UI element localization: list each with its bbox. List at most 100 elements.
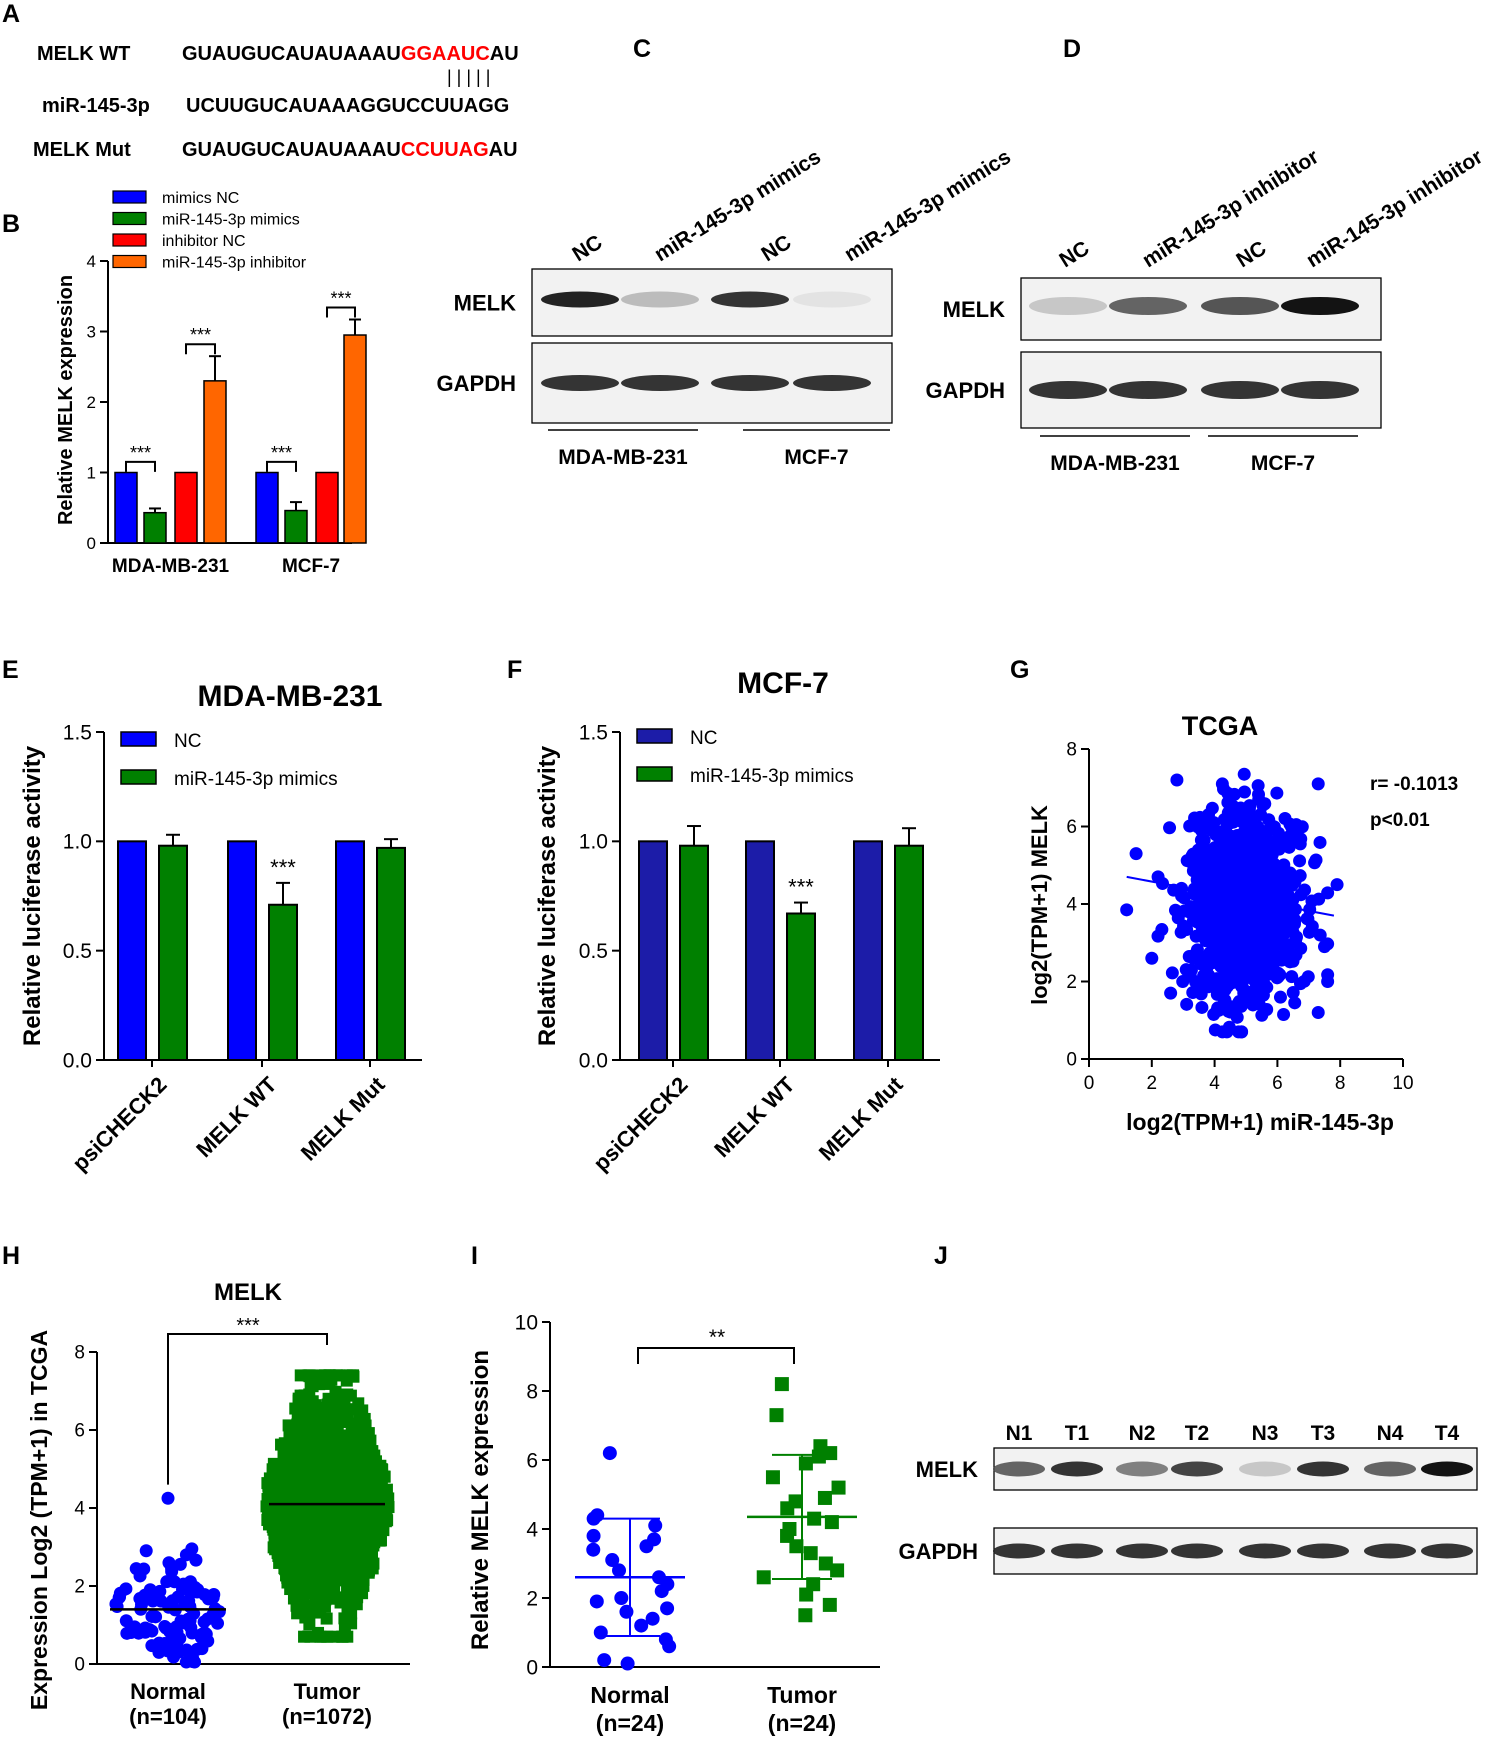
chart-h-point	[359, 1546, 372, 1559]
chart-g-point	[1259, 888, 1273, 902]
chart-e-legend-label: NC	[174, 731, 201, 752]
chart-g-point	[1213, 902, 1227, 916]
chart-b-legend-swatch	[112, 233, 147, 247]
chart-g-point	[1273, 990, 1287, 1004]
chart-b-y-tick-label: 3	[87, 322, 96, 341]
chart-g-point	[1255, 1008, 1269, 1022]
chart-g-point	[1212, 1003, 1226, 1017]
chart-h-point	[277, 1548, 290, 1561]
chart-g-x-tick-label: 6	[1272, 1073, 1283, 1094]
chart-g-point	[1242, 846, 1256, 860]
chart-h-point	[149, 1610, 163, 1624]
chart-h-point	[161, 1491, 175, 1505]
chart-h-point	[211, 1616, 225, 1630]
chart-h-point	[171, 1641, 185, 1655]
chart-e-bar	[376, 846, 406, 1061]
chart-g-point	[1194, 833, 1208, 847]
chart-h-point	[293, 1605, 306, 1618]
blot-c-row-label: GAPDH	[437, 371, 516, 396]
chart-h-point	[277, 1448, 290, 1461]
chart-g-point	[1286, 820, 1300, 834]
chart-i-point	[780, 1501, 795, 1516]
chart-g-point	[1293, 854, 1307, 868]
chart-h-point	[367, 1557, 380, 1570]
chart-g-point	[1232, 1025, 1246, 1039]
panel-a-sequences: MELK WT GUAUGUCAUAUAAAUGGAAUCAU | | | | …	[33, 43, 519, 161]
chart-h-point	[348, 1483, 361, 1496]
blot-j-band	[1239, 1543, 1291, 1559]
chart-h-point	[319, 1490, 332, 1503]
chart-i-point	[831, 1480, 846, 1495]
chart-h-point	[297, 1504, 310, 1517]
chart-e: 0.0 0.5 1.0 1.5 MDA-MB-231 Relative luciferas…	[19, 680, 422, 1176]
chart-h-point	[308, 1606, 321, 1619]
chart-e-x-label: psiCHECK2	[67, 1072, 171, 1176]
blot-j-row-label: GAPDH	[899, 1539, 978, 1564]
chart-h-point	[195, 1642, 209, 1656]
chart-e-bar	[227, 840, 257, 1061]
chart-i-point	[823, 1446, 838, 1461]
chart-h-n-label: (n=1072)	[282, 1704, 372, 1729]
chart-f-legend-swatch	[636, 766, 673, 782]
chart-b-bar	[315, 471, 339, 544]
chart-g-stat-r: r= -0.1013	[1370, 774, 1458, 795]
chart-g-point	[1206, 859, 1220, 873]
chart-h-point	[190, 1585, 204, 1599]
chart-g-point	[1224, 907, 1238, 921]
blot-d-band	[1281, 297, 1359, 315]
chart-h-point	[341, 1630, 354, 1643]
chart-h-point	[261, 1513, 274, 1526]
chart-h-point	[322, 1372, 335, 1385]
chart-g-point	[1256, 798, 1270, 812]
chart-e-legend-swatch	[120, 769, 157, 785]
chart-h-n-label: (n=104)	[129, 1704, 207, 1729]
chart-h-point	[347, 1595, 360, 1608]
chart-g-point	[1308, 856, 1322, 870]
chart-g-point	[1224, 871, 1238, 885]
chart-h-point	[328, 1533, 341, 1546]
chart-e-sig-label: ***	[270, 855, 296, 880]
chart-h-point	[286, 1515, 299, 1528]
chart-h-point	[316, 1401, 329, 1414]
chart-f-ylabel: Relative luciferase activity	[534, 745, 561, 1046]
chart-e-ylabel: Relative luciferase activity	[19, 745, 46, 1046]
chart-g-point	[1293, 837, 1307, 851]
chart-h-point	[313, 1411, 326, 1424]
chart-e-x-label: MELK Mut	[296, 1071, 390, 1165]
chart-h-point	[143, 1583, 157, 1597]
chart-g-point	[1247, 984, 1261, 998]
chart-h-y-tick-label: 4	[74, 1499, 85, 1520]
chart-h-y-tick-label: 0	[74, 1655, 85, 1676]
blot-j-band	[1421, 1461, 1473, 1477]
chart-h-point	[354, 1582, 367, 1595]
chart-g-point	[1189, 948, 1203, 962]
chart-g-y-tick-label: 4	[1066, 895, 1077, 916]
blot-j-band	[1297, 1461, 1349, 1477]
blot-j-band	[993, 1543, 1045, 1559]
chart-g-point	[1256, 829, 1270, 843]
seq-label-melk-mut: MELK Mut	[33, 139, 131, 161]
chart-g-point	[1258, 938, 1272, 952]
chart-h: 0 2 4 6 8 MELK Expression Log2 (TPM+1) in TCGA…	[26, 1279, 410, 1729]
chart-g-point	[1212, 923, 1226, 937]
chart-e-y-tick-label: 1.5	[63, 721, 92, 744]
chart-g-xlabel: log2(TPM+1) miR-145-3p	[1126, 1109, 1394, 1135]
chart-g-point	[1171, 911, 1185, 925]
chart-h-point	[369, 1521, 382, 1534]
chart-h-point	[268, 1524, 281, 1537]
chart-h-point	[286, 1577, 299, 1590]
chart-f-bar	[745, 840, 775, 1061]
chart-b-legend-swatch	[112, 254, 147, 269]
chart-i-point	[619, 1604, 634, 1619]
chart-h-point	[340, 1517, 353, 1530]
chart-h-point	[179, 1655, 193, 1669]
chart-h-point	[145, 1639, 159, 1653]
blot-j-band	[1239, 1461, 1291, 1477]
chart-g-point	[1285, 970, 1299, 984]
chart-e-y-tick-label: 1.0	[63, 831, 92, 854]
chart-h-point	[165, 1561, 179, 1575]
chart-g-y-tick-label: 6	[1066, 817, 1077, 838]
chart-h-point	[368, 1510, 381, 1523]
chart-i-point	[756, 1570, 771, 1585]
